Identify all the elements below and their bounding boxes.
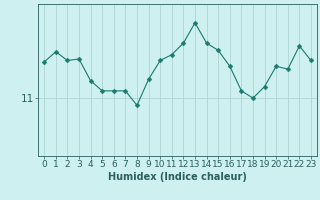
- X-axis label: Humidex (Indice chaleur): Humidex (Indice chaleur): [108, 172, 247, 182]
